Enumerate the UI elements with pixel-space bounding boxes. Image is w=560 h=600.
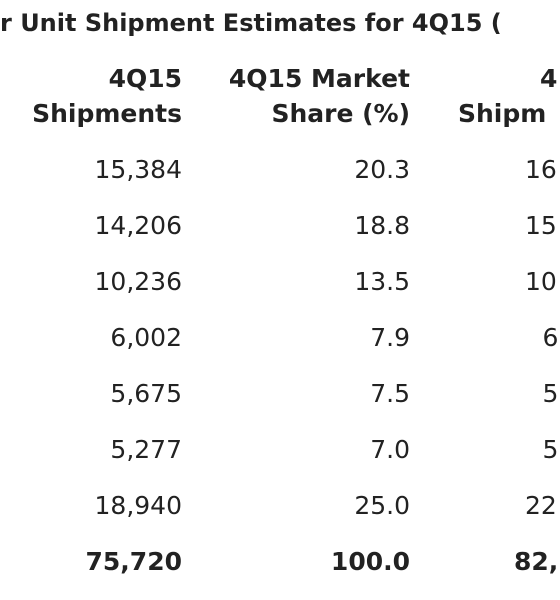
table-cell: 6 (542, 323, 559, 352)
total-cell: 100.0 (330, 547, 410, 576)
total-cell: 75,720 (85, 547, 182, 576)
table-cell: 13.5 (354, 267, 410, 296)
column-header: Shipments (32, 99, 182, 128)
column-header: Share (%) (271, 99, 410, 128)
table-cell: 18.8 (354, 211, 410, 240)
table-title: r Unit Shipment Estimates for 4Q15 ( (0, 9, 502, 37)
table-cell: 7.5 (370, 379, 410, 408)
column-header: Shipm (458, 99, 547, 128)
table-cell: 10 (525, 267, 557, 296)
column-header: 4Q15 (108, 64, 182, 93)
table-cell: 18,940 (94, 491, 182, 520)
total-cell: 82, (514, 547, 559, 576)
table-cell: 25.0 (354, 491, 410, 520)
table-cell: 22 (525, 491, 557, 520)
table-cell: 7.9 (370, 323, 410, 352)
table-cell: 5 (542, 379, 559, 408)
table-cell: 5,675 (110, 379, 182, 408)
table-cell: 14,206 (94, 211, 182, 240)
table-cell: 7.0 (370, 435, 410, 464)
column-header: 4Q15 Market (228, 64, 410, 93)
table-cell: 6,002 (110, 323, 182, 352)
table-cell: 10,236 (94, 267, 182, 296)
column-header: 4 (540, 64, 558, 93)
table-cell: 15 (525, 211, 557, 240)
table-cell: 15,384 (94, 155, 182, 184)
table-cell: 5,277 (110, 435, 182, 464)
table-cell: 5 (542, 435, 559, 464)
table-cell: 16 (525, 155, 557, 184)
table-cell: 20.3 (354, 155, 410, 184)
